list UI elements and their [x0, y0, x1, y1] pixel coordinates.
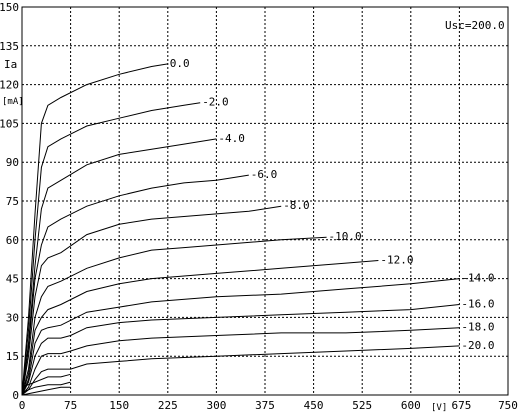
- baseline-curve: [21, 386, 71, 396]
- series-label: -10.0: [329, 230, 362, 243]
- series-label: -20.0: [461, 339, 494, 352]
- x-axis-unit: [V]: [431, 403, 447, 413]
- curves: [21, 63, 460, 396]
- y-tick-label: 30: [6, 311, 19, 324]
- y-tick-label: 0: [12, 389, 19, 402]
- plot-frame: [21, 6, 509, 396]
- x-tick-label: 750: [498, 399, 518, 412]
- y-axis-unit: [mA]: [2, 97, 24, 107]
- series-curve: [21, 236, 327, 396]
- series-curve: [21, 278, 460, 396]
- series-curve: [21, 327, 460, 396]
- curve-labels: 0.0 -2.0 -4.0 -6.0 -8.0 -10.0 -12.0 -14.0 -16.0 -…: [170, 57, 495, 352]
- series-curve: [21, 205, 282, 396]
- x-tick-label: 0: [19, 399, 26, 412]
- series-curve: [21, 260, 379, 396]
- series-label: -12.0: [380, 253, 413, 266]
- x-tick-label: 75: [64, 399, 77, 412]
- grid: [22, 7, 508, 395]
- series-label: -16.0: [461, 297, 494, 310]
- x-tick-label: 600: [401, 399, 421, 412]
- series-curve: [21, 174, 249, 396]
- y-tick-label: 60: [6, 234, 19, 247]
- baseline-curve: [21, 373, 71, 388]
- series-curve: [21, 304, 460, 396]
- series-curve: [21, 102, 201, 396]
- x-tick-label: 225: [158, 399, 178, 412]
- x-tick-label: 675: [451, 399, 471, 412]
- y-tick-label: 45: [6, 273, 19, 286]
- series-curve: [21, 138, 217, 396]
- baseline-curve: [21, 381, 71, 393]
- x-tick-label: 375: [255, 399, 275, 412]
- series-label: -8.0: [283, 199, 310, 212]
- y-tick-label: 135: [0, 40, 19, 53]
- y-tick-label: 75: [6, 195, 19, 208]
- series-label: -2.0: [202, 96, 229, 109]
- series-label: -4.0: [218, 132, 245, 145]
- y-tick-label: 15: [6, 350, 19, 363]
- x-tick-label: 525: [352, 399, 372, 412]
- y-tick-label: 90: [6, 156, 19, 169]
- series-label: -6.0: [251, 168, 277, 181]
- series-curve: [21, 63, 168, 396]
- plot-border: [21, 6, 509, 396]
- x-tick-label: 150: [109, 399, 129, 412]
- x-tick-label: 300: [206, 399, 226, 412]
- y-tick-label: 105: [0, 117, 19, 130]
- y-tick-label: 120: [0, 79, 19, 92]
- y-axis-label: Ia: [4, 58, 17, 71]
- x-tick-label: 450: [304, 399, 324, 412]
- series-curve: [21, 345, 460, 396]
- usc-annotation: Usc=200.0: [445, 19, 505, 32]
- series-label: -14.0: [461, 272, 494, 285]
- series-label: -18.0: [461, 321, 494, 334]
- y-tick-label: 150: [0, 1, 19, 14]
- series-label: 0.0: [170, 57, 190, 70]
